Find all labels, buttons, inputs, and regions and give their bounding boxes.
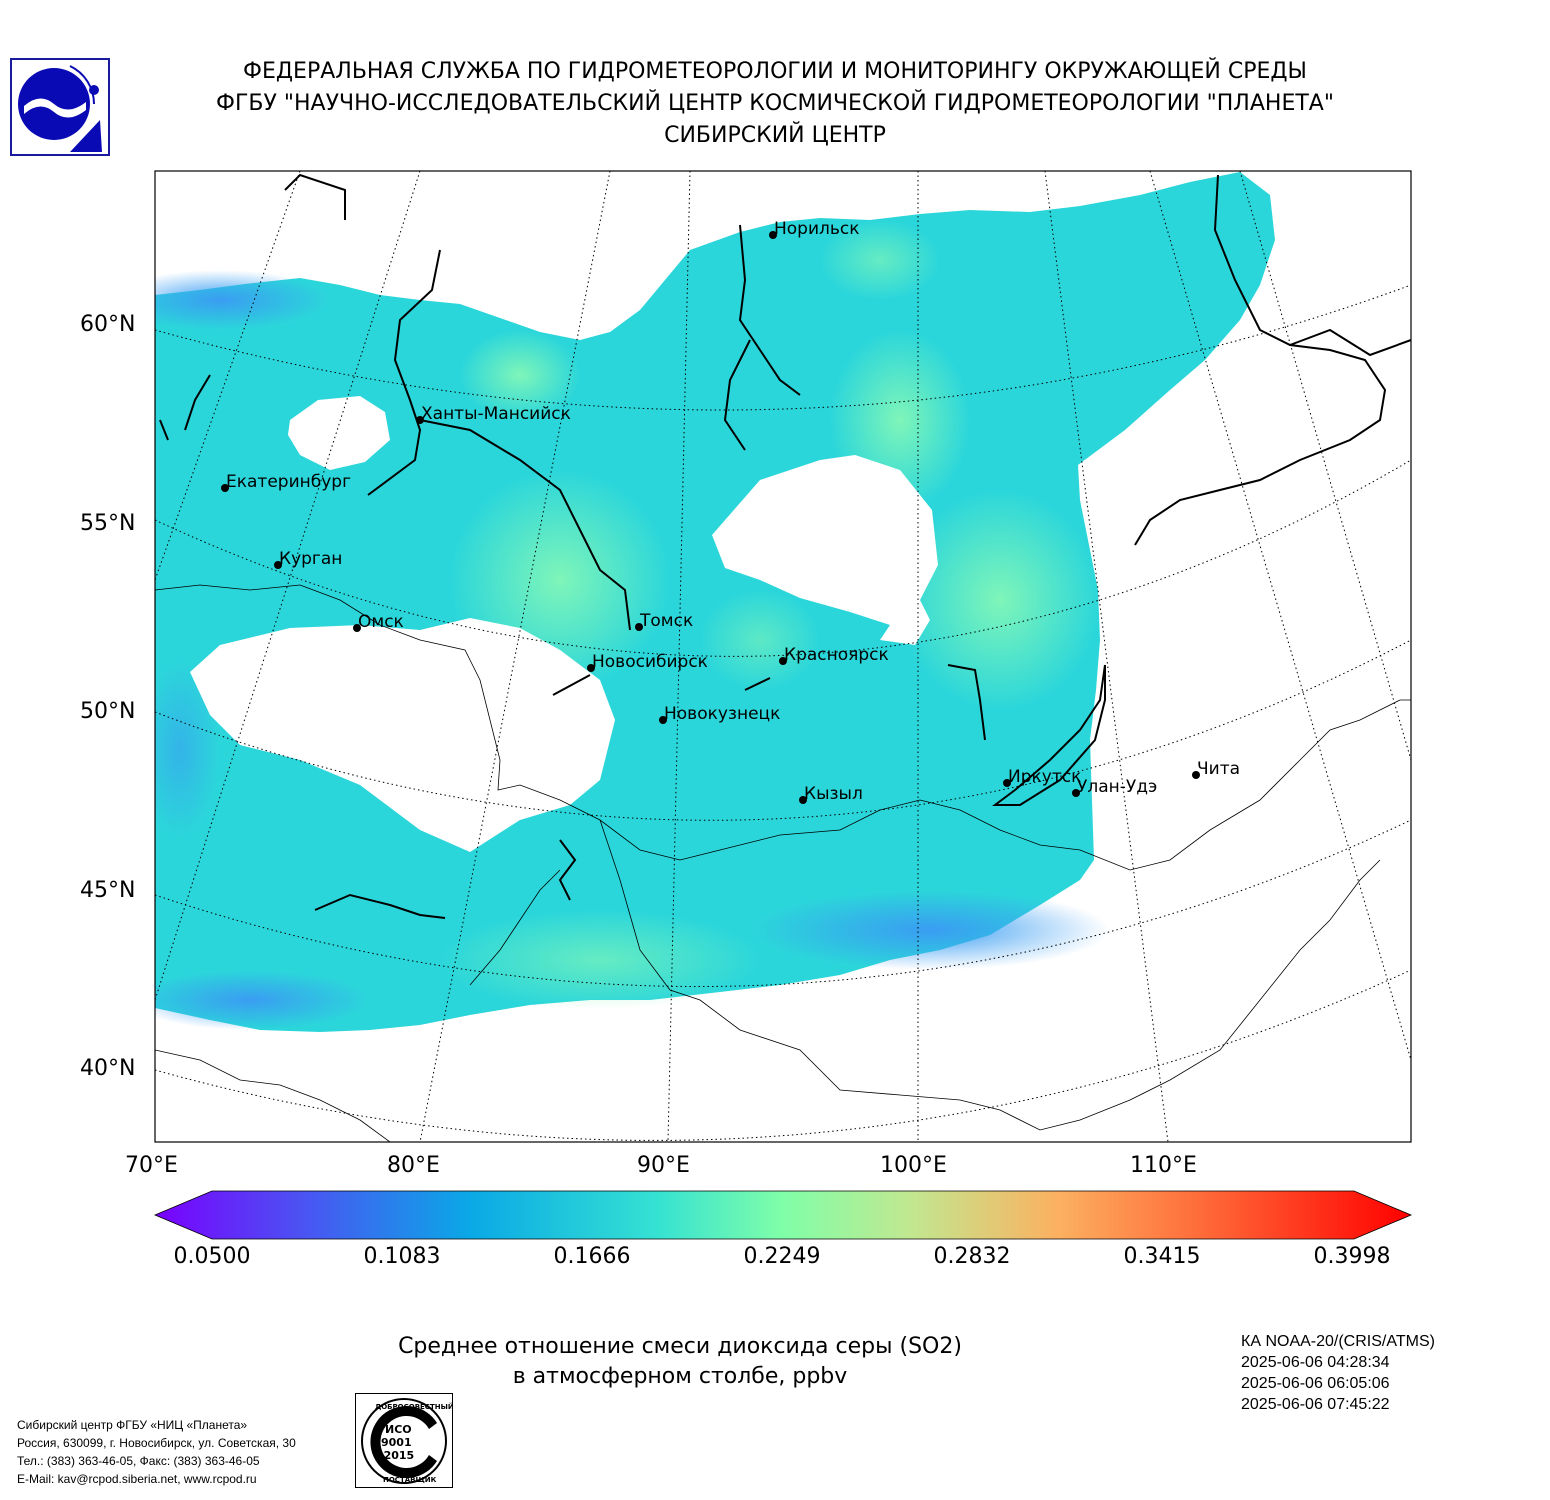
city-label: Ханты-Мансийск bbox=[421, 404, 571, 424]
lon-label-100: 100°E bbox=[880, 1153, 947, 1178]
city-dot bbox=[659, 716, 667, 724]
iso-certificate-stamp: ИСО 9001 -2015 ДОБРОСОВЕСТНЫЙ ПОСТАВЩИК bbox=[355, 1393, 453, 1488]
graticule bbox=[155, 171, 1411, 1142]
colorbar bbox=[153, 1190, 1413, 1240]
city-label: Томск bbox=[639, 611, 693, 631]
colorbar-tick: 0.0500 bbox=[173, 1244, 251, 1269]
city-dot bbox=[1003, 779, 1011, 787]
footer-line: E-Mail: kav@rcpod.siberia.net, www.rcpod… bbox=[17, 1472, 257, 1486]
footer-line: Тел.: (383) 363-46-05, Факс: (383) 363-4… bbox=[17, 1454, 260, 1468]
borders bbox=[155, 584, 1411, 1142]
city-dot bbox=[221, 484, 229, 492]
lat-label-45: 45°N bbox=[80, 878, 136, 903]
so2-field bbox=[155, 172, 1275, 1032]
lon-label-90: 90°E bbox=[637, 1153, 690, 1178]
colorbar-tick: 0.1666 bbox=[553, 1244, 631, 1269]
city-label: Курган bbox=[279, 549, 342, 569]
map-caption: Среднее отношение смеси диоксида серы (S… bbox=[380, 1332, 980, 1392]
satellite-name: КА NOAA-20/(CRIS/ATMS) bbox=[1241, 1333, 1435, 1350]
lon-label-110: 110°E bbox=[1130, 1153, 1197, 1178]
city-label: Норильск bbox=[774, 219, 860, 239]
contact-footer: Сибирский центр ФГБУ «НИЦ «Планета» Росс… bbox=[17, 1416, 296, 1488]
city-dot bbox=[416, 416, 424, 424]
city-dot bbox=[799, 796, 807, 804]
coastlines bbox=[159, 173, 1411, 919]
city-dot bbox=[587, 664, 595, 672]
footer-line: Сибирский центр ФГБУ «НИЦ «Планета» bbox=[17, 1418, 248, 1432]
satellite-info: КА NOAA-20/(CRIS/ATMS) 2025-06-06 04:28:… bbox=[1241, 1331, 1435, 1415]
caption-line-2: в атмосферном столбе, ppbv bbox=[512, 1364, 848, 1389]
colorbar-tick: 0.3415 bbox=[1123, 1244, 1201, 1269]
city-dot bbox=[769, 231, 777, 239]
header-line-3: СИБИРСКИЙ ЦЕНТР bbox=[664, 123, 886, 148]
footer-line: Россия, 630099, г. Новосибирск, ул. Сове… bbox=[17, 1436, 296, 1450]
city-label: Улан-Удэ bbox=[1077, 777, 1157, 797]
colorbar-bar bbox=[153, 1190, 1413, 1240]
iso-bottom-text: ПОСТАВЩИК bbox=[383, 1476, 437, 1484]
roshydromet-logo bbox=[10, 58, 110, 156]
city-label: Кызыл bbox=[804, 784, 863, 804]
colorbar-tick: 0.2832 bbox=[933, 1244, 1011, 1269]
colorbar-tick: 0.1083 bbox=[363, 1244, 441, 1269]
city-dot bbox=[1192, 771, 1200, 779]
city-markers: Норильск Ханты-Мансийск Екатеринбург Курган… bbox=[221, 219, 1240, 804]
colorbar-tick: 0.3998 bbox=[1313, 1244, 1391, 1269]
header-title: ФЕДЕРАЛЬНАЯ СЛУЖБА ПО ГИДРОМЕТЕОРОЛОГИИ … bbox=[0, 56, 1550, 152]
lat-label-40: 40°N bbox=[80, 1056, 136, 1081]
iso-top-text: ДОБРОСОВЕСТНЫЙ bbox=[375, 1402, 453, 1411]
city-label: Чита bbox=[1197, 759, 1240, 779]
map-frame bbox=[154, 170, 1412, 1143]
pass-time: 2025-06-06 04:28:34 bbox=[1241, 1354, 1390, 1371]
lat-label-55: 55°N bbox=[80, 511, 136, 536]
pass-time: 2025-06-06 06:05:06 bbox=[1241, 1375, 1390, 1392]
caption-line-1: Среднее отношение смеси диоксида серы (S… bbox=[398, 1334, 962, 1359]
iso-line: -2015 bbox=[379, 1449, 414, 1462]
lon-label-80: 80°E bbox=[387, 1153, 440, 1178]
colorbar-tick: 0.2249 bbox=[743, 1244, 821, 1269]
pass-time: 2025-06-06 07:45:22 bbox=[1241, 1396, 1390, 1413]
map-canvas: Норильск Ханты-Мансийск Екатеринбург Курган… bbox=[153, 170, 1413, 1240]
header-line-1: ФЕДЕРАЛЬНАЯ СЛУЖБА ПО ГИДРОМЕТЕОРОЛОГИИ … bbox=[243, 59, 1307, 84]
header-line-2: ФГБУ "НАУЧНО-ИССЛЕДОВАТЕЛЬСКИЙ ЦЕНТР КОС… bbox=[216, 91, 1334, 116]
city-dot bbox=[274, 561, 282, 569]
lat-label-50: 50°N bbox=[80, 699, 136, 724]
city-dot bbox=[779, 657, 787, 665]
city-label: Новосибирск bbox=[592, 652, 708, 672]
city-dot bbox=[1072, 789, 1080, 797]
lat-label-60: 60°N bbox=[80, 312, 136, 337]
city-label: Омск bbox=[358, 612, 404, 632]
lon-label-70: 70°E bbox=[125, 1153, 178, 1178]
iso-line: 9001 bbox=[381, 1436, 412, 1449]
city-label: Екатеринбург bbox=[226, 472, 351, 492]
city-dot bbox=[635, 623, 643, 631]
city-dot bbox=[353, 624, 361, 632]
city-label: Иркутск bbox=[1008, 767, 1081, 787]
iso-line: ИСО bbox=[385, 1423, 412, 1436]
city-label: Красноярск bbox=[784, 645, 889, 665]
city-label: Новокузнецк bbox=[664, 704, 780, 724]
